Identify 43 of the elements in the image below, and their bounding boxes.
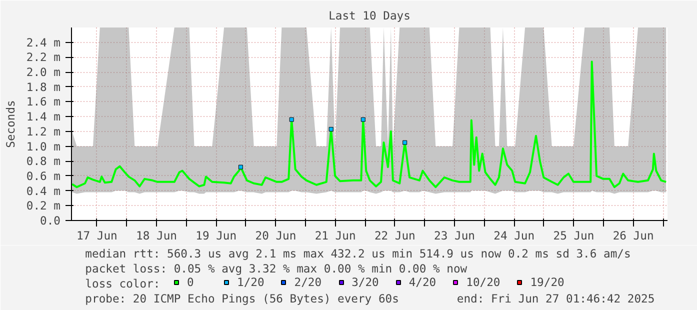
y-tick-label: 2.4 m: [26, 35, 61, 50]
x-tick-label: 25 Jun: [553, 228, 594, 242]
y-tick-label: 1.4 m: [26, 110, 61, 124]
y-tick-label: 1.6 m: [26, 94, 61, 109]
x-tick-label: 26 Jun: [612, 228, 654, 242]
y-tick-label: 0.6 m: [26, 168, 61, 183]
point: [238, 164, 243, 170]
y-tick-label: 0.8 m: [26, 154, 61, 168]
y-axis-title: Seconds: [3, 100, 18, 148]
y-tick-label: 0.2 m: [26, 198, 61, 213]
legend-label: 3/20: [352, 275, 379, 289]
point: [402, 140, 408, 145]
point: [289, 117, 294, 122]
text: end: Fri Jun 27 01:46:42 2025: [456, 292, 655, 306]
y-tick-label: 2.0 m: [26, 65, 61, 80]
x-tick-label: 20 Jun: [255, 228, 296, 242]
legend-label: 1/20: [237, 275, 264, 289]
x-tick-label: 19 Jun: [196, 228, 237, 242]
text: median rtt: 560.3 us avg 2.1 ms max 432.2 us min 514.9 us now 0.2 ms sd 3.6 am/s: [85, 246, 631, 260]
legend-label: 19/20: [530, 275, 564, 289]
legend-label: 0: [187, 275, 195, 289]
x-tick-label: 18 Jun: [136, 228, 177, 242]
y-tick-label: 0.4 m: [26, 184, 61, 198]
y-tick-label: 1.0 m: [26, 139, 61, 154]
legend-label: 10/20: [466, 275, 500, 289]
x-tick-label: 23 Jun: [434, 228, 475, 242]
x-tick-label: 17 Jun: [76, 228, 118, 242]
chart-title: Last 10 Days: [328, 8, 410, 22]
y-tick-label: 1.2 m: [26, 124, 61, 138]
y-tick-label: 2.2 m: [26, 50, 61, 64]
point: [360, 117, 366, 122]
y-tick-label: 1.8 m: [26, 80, 61, 94]
x-tick-label: 22 Jun: [374, 228, 416, 242]
text: probe: 20 ICMP Echo Pings (56 Bytes) every 60s: [85, 292, 399, 306]
point: [328, 126, 334, 132]
text: packet loss: 0.05 % avg 3.32 % max 0.00 % min 0.00 % now: [85, 262, 468, 276]
legend-title: loss color:: [85, 276, 160, 290]
x-tick-label: 24 Jun: [494, 228, 535, 242]
legend-label: 4/20: [408, 275, 436, 289]
x-tick-label: 21 Jun: [314, 228, 356, 242]
legend-label: 2/20: [294, 275, 322, 289]
line-series: [72, 60, 668, 188]
y-tick-label: 0.0: [40, 214, 61, 228]
